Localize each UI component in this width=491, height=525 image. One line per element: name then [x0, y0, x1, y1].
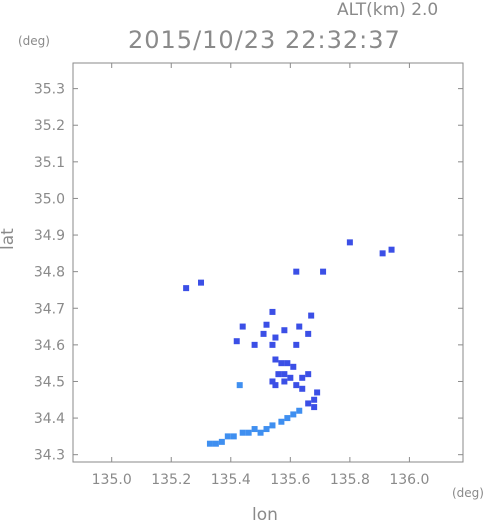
echo-point [281, 371, 288, 378]
y-tick-label: 35.0 [34, 191, 65, 207]
echo-point [278, 360, 285, 367]
x-tick-label: 135.2 [151, 472, 191, 488]
echo-point [212, 440, 219, 447]
y-axis-ticks: 34.3 34.4 34.5 34.6 34.7 34.8 34.9 35.0 35.1 35.2… [34, 82, 463, 464]
echo-point [314, 389, 321, 396]
echo-point [206, 440, 213, 447]
echo-point [287, 374, 294, 381]
echo-point [296, 407, 303, 414]
echo-point [198, 279, 205, 286]
x-axis-unit: (deg) [452, 486, 484, 500]
echo-point [296, 323, 303, 330]
y-tick-label: 34.7 [34, 301, 65, 317]
echo-point [305, 400, 312, 407]
echo-point [305, 330, 312, 337]
echo-point [239, 429, 246, 436]
echo-point [263, 426, 270, 433]
echo-point [183, 285, 190, 292]
echo-point [290, 363, 297, 370]
echo-point [272, 382, 279, 389]
echo-point [251, 426, 258, 433]
echo-point [308, 312, 315, 319]
echo-point [290, 411, 297, 418]
echo-point [293, 341, 300, 348]
echo-point [272, 356, 279, 363]
echo-point [263, 321, 270, 328]
plot-frame [72, 62, 464, 463]
y-tick-label: 35.2 [34, 118, 65, 134]
echo-point [275, 371, 282, 378]
x-tick-label: 136.0 [389, 472, 429, 488]
y-axis-label: lat [0, 228, 18, 250]
y-tick-label: 34.4 [34, 411, 65, 427]
echo-point [281, 327, 288, 334]
chart-title: 2015/10/23 22:32:37 [128, 26, 401, 54]
echo-point [218, 438, 225, 445]
y-tick-label: 35.3 [34, 82, 65, 98]
echo-point [233, 338, 240, 345]
x-axis-ticks: 135.0 135.2 135.4 135.6 135.8 136.0 [92, 63, 429, 488]
echo-point [379, 250, 386, 257]
echo-point [269, 341, 276, 348]
y-tick-label: 35.1 [34, 155, 65, 171]
echo-point [388, 246, 395, 253]
echo-point [272, 334, 279, 341]
echo-point [239, 323, 246, 330]
echo-point [278, 418, 285, 425]
x-axis-label: lon [252, 505, 278, 525]
echo-point [293, 268, 300, 275]
echo-point [269, 308, 276, 315]
echo-point [299, 385, 306, 392]
echo-point [320, 268, 327, 275]
y-axis-unit: (deg) [18, 34, 50, 48]
echo-point [346, 239, 353, 246]
y-tick-label: 34.9 [34, 228, 65, 244]
echo-point [269, 378, 276, 385]
echo-point [284, 415, 291, 422]
echo-points [183, 239, 395, 447]
echo-point [293, 382, 300, 389]
echo-point [281, 378, 288, 385]
y-tick-label: 34.8 [34, 265, 65, 281]
y-tick-label: 34.3 [34, 448, 65, 464]
echo-point [224, 433, 231, 440]
echo-point [284, 360, 291, 367]
y-tick-label: 34.6 [34, 338, 65, 354]
echo-point [269, 422, 276, 429]
echo-point [236, 382, 243, 389]
x-tick-label: 135.4 [211, 472, 251, 488]
echo-point [251, 341, 258, 348]
echo-point [305, 371, 312, 378]
echo-point [311, 404, 318, 411]
x-tick-label: 135.8 [330, 472, 370, 488]
x-tick-label: 135.6 [270, 472, 310, 488]
echo-point [260, 330, 267, 337]
x-tick-label: 135.0 [92, 472, 132, 488]
echo-point [299, 374, 306, 381]
altitude-label: ALT(km) 2.0 [337, 0, 439, 20]
y-tick-label: 34.5 [34, 374, 65, 390]
echo-point [230, 433, 237, 440]
echo-point [311, 396, 318, 403]
echo-point [257, 429, 264, 436]
echo-point [245, 429, 252, 436]
